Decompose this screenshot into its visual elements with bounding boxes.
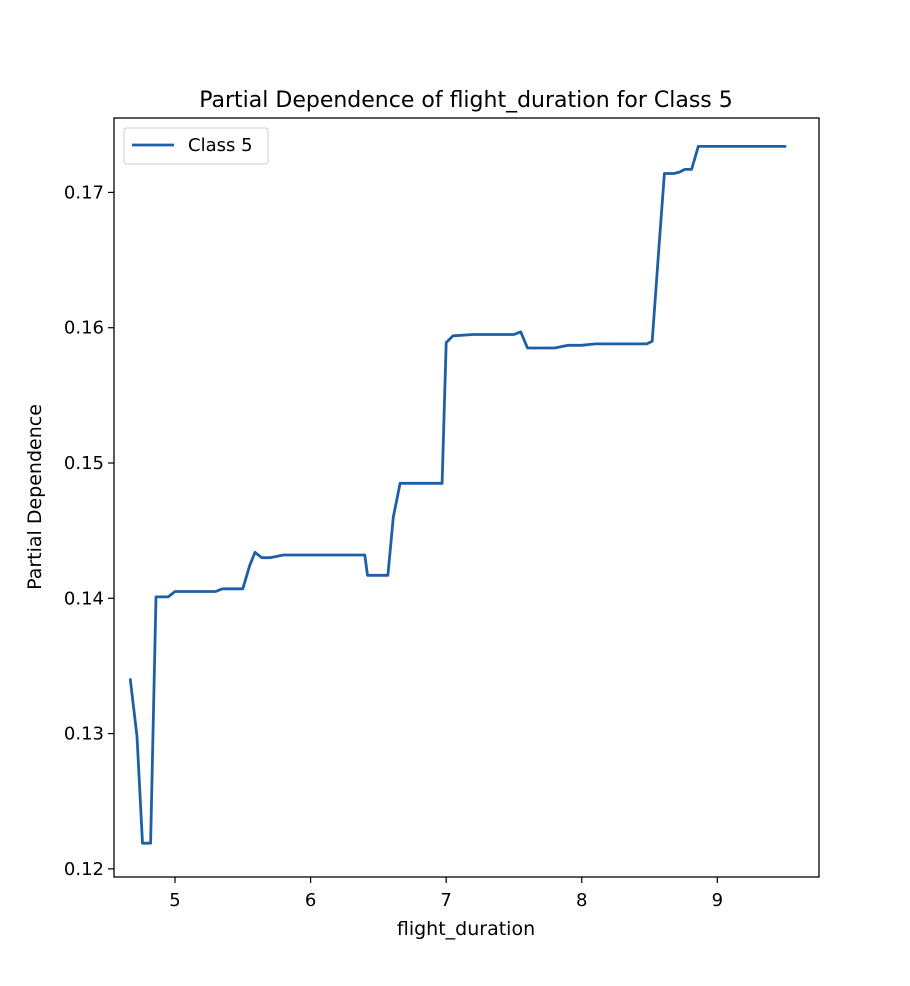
x-tick-label: 6: [305, 890, 316, 911]
y-tick-label: 0.12: [64, 859, 104, 880]
y-tick-label: 0.15: [64, 453, 104, 474]
legend-label-class-5: Class 5: [188, 135, 253, 156]
y-tick-label: 0.17: [64, 182, 104, 203]
legend-box: [123, 127, 269, 165]
x-tick-label: 9: [712, 890, 723, 911]
x-tick-label: 8: [576, 890, 587, 911]
y-axis-label: Partial Dependence: [24, 404, 46, 590]
series-line-0: [128, 144, 787, 845]
legend: Class 5: [123, 127, 269, 165]
y-tick-label: 0.13: [64, 724, 104, 745]
x-tick-label: 7: [440, 890, 451, 911]
x-axis-label: flight_duration: [397, 918, 535, 940]
plot-area: 5 6 7 8 9 0.12 0.13 0.14 0.15 0.16 0.17: [64, 144, 787, 911]
y-tick-label: 0.16: [64, 318, 104, 339]
chart-title: Partial Dependence of flight_duration fo…: [199, 88, 733, 113]
x-tick-label: 5: [169, 890, 180, 911]
axes-frame: [113, 117, 820, 878]
y-tick-label: 0.14: [64, 588, 104, 609]
